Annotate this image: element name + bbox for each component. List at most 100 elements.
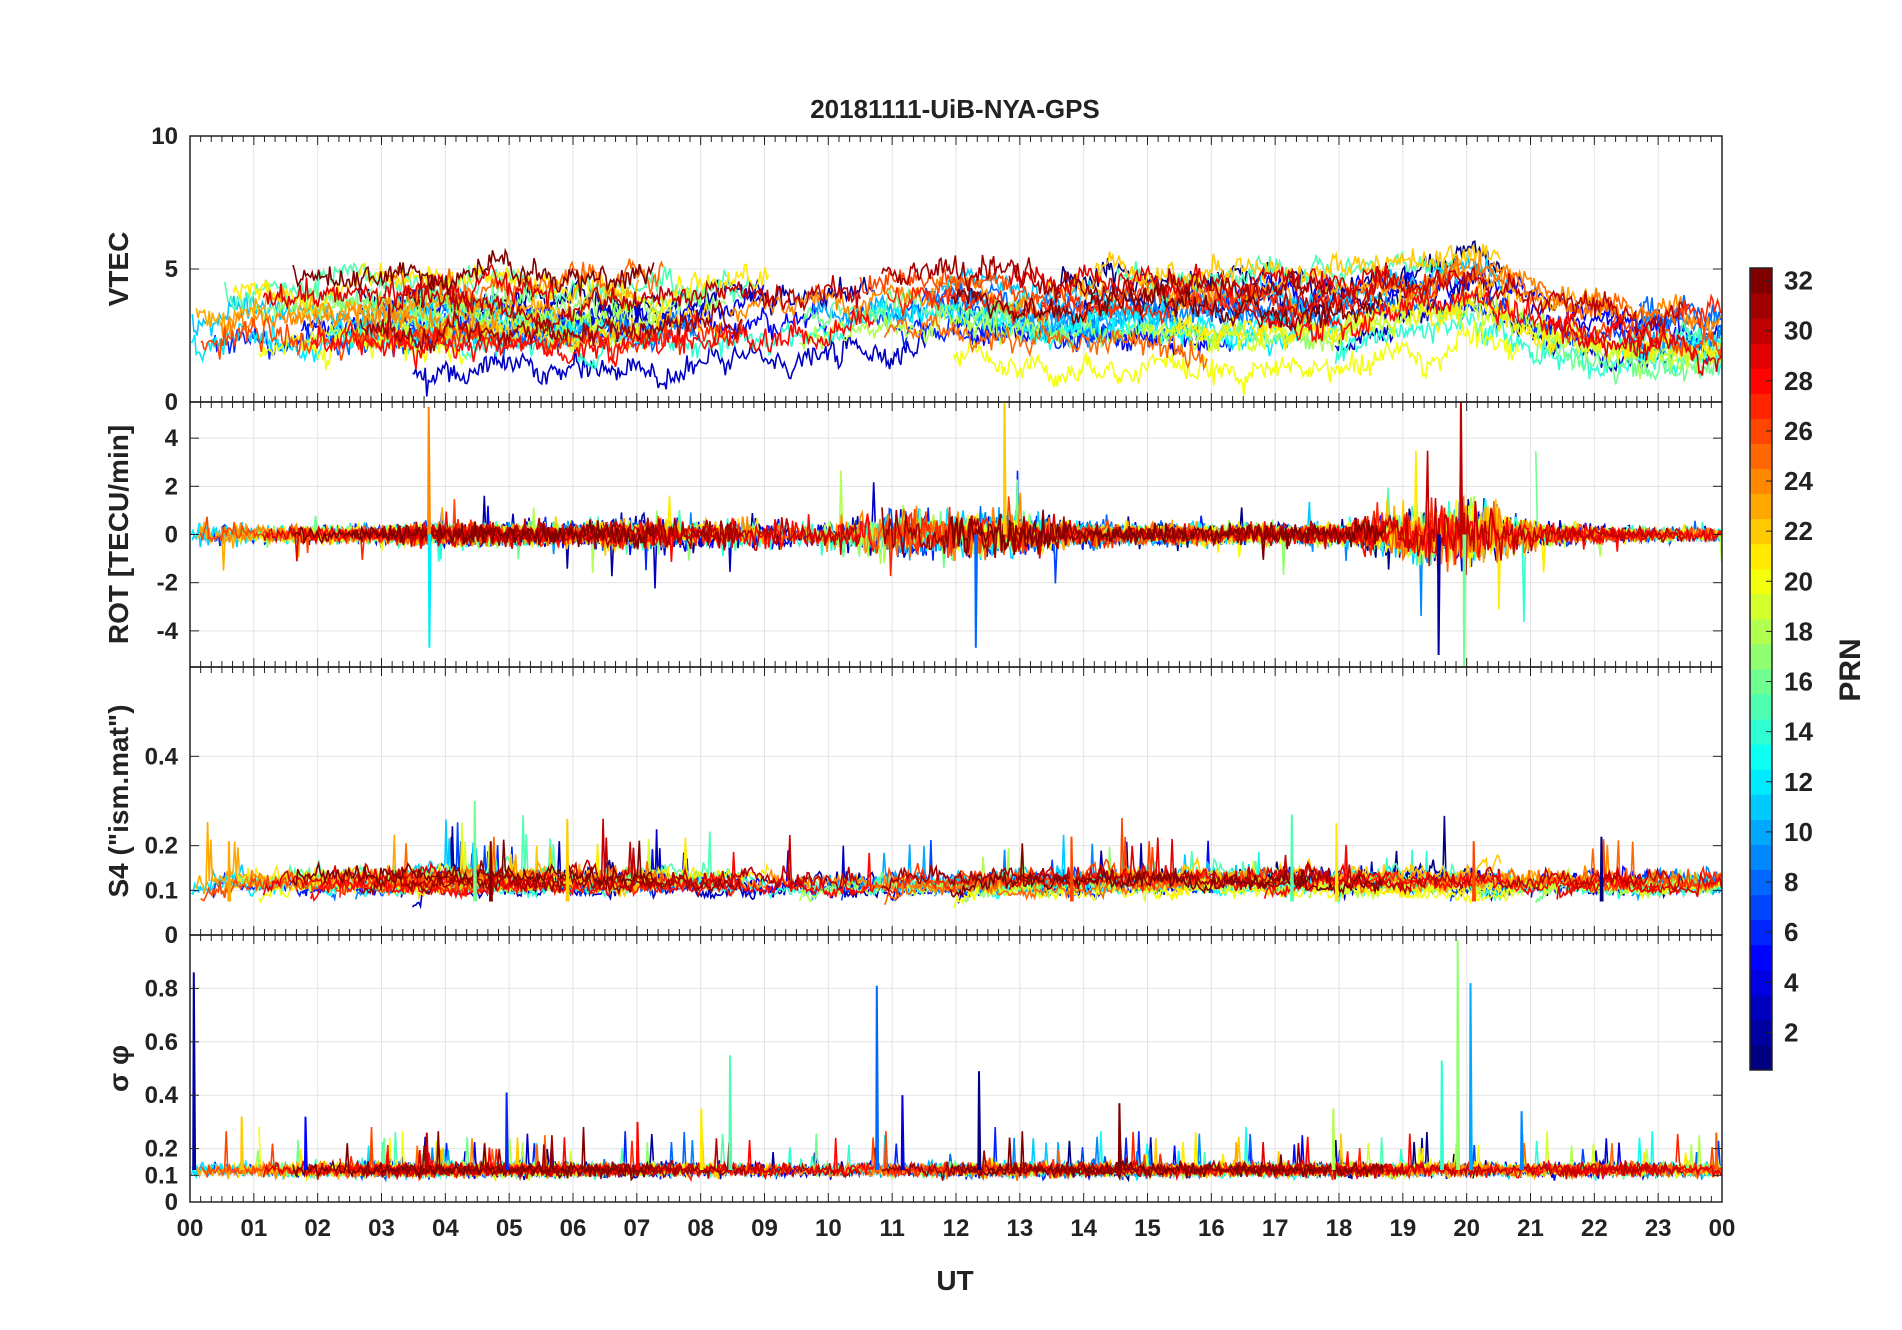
sigma_phi-spike-5 (635, 1121, 640, 1171)
panel-vtec: 0 5 10 VTEC (103, 123, 1723, 416)
s4-spike-6 (1472, 841, 1476, 902)
colorbar-tick-label: 10 (1784, 817, 1813, 847)
vtec-traces (190, 240, 1722, 397)
colorbar-swatch (1750, 268, 1772, 294)
sigma_phi-x-ticks (189, 935, 1723, 1202)
colorbar-swatch (1750, 393, 1772, 419)
x-tick-label: 18 (1326, 1215, 1353, 1242)
x-tick-label: 05 (496, 1215, 523, 1242)
rot-spike-4 (1436, 534, 1441, 656)
sigma_phi-spike-0 (192, 972, 197, 1171)
x-tick-label: 07 (623, 1215, 650, 1242)
vtec-series-prn-27 (1675, 293, 1722, 329)
colorbar-swatch (1750, 969, 1772, 996)
sigma_phi-series-prn-32 (292, 1126, 655, 1182)
colorbar-swatch (1750, 368, 1772, 394)
x-tick-label: 13 (1006, 1215, 1033, 1242)
colorbar-swatch (1750, 769, 1772, 795)
vtec-series-prn-14 (1334, 311, 1722, 380)
sigma_phi-spike-11 (1117, 1103, 1122, 1171)
rot-y-tick-label: 4 (165, 425, 179, 452)
rot-y-tick-label: -2 (157, 570, 178, 597)
colorbar-swatch (1750, 694, 1772, 720)
rot-spike-6 (1462, 534, 1467, 667)
rot-spike-0 (427, 406, 431, 535)
x-tick-label: 22 (1581, 1215, 1608, 1242)
colorbar-swatch (1750, 643, 1772, 670)
rot-spike-1 (427, 534, 432, 648)
sigma_phi-spike-15 (1468, 983, 1473, 1171)
x-tick-label: 01 (240, 1215, 267, 1242)
colorbar-swatch (1750, 744, 1772, 770)
rot-spike-2 (1002, 402, 1007, 535)
vtec-series-prn-28 (1264, 285, 1658, 349)
sigma_phi-y-tick-label: 0.1 (145, 1162, 178, 1189)
s4-spike-4 (1290, 814, 1294, 902)
x-tick-label: 02 (304, 1215, 331, 1242)
sigma_phi-y-tick-label: 0.8 (145, 975, 178, 1002)
x-tick-label: 11 (879, 1215, 904, 1242)
x-tick-label: 17 (1262, 1215, 1289, 1242)
x-tick-label: 06 (560, 1215, 587, 1242)
rot-y-tick-label: -4 (157, 618, 179, 645)
sigma_phi-series-prn-27 (1675, 1133, 1722, 1178)
s4-y-axis-label: S4 ("ism.mat") (103, 704, 134, 897)
colorbar-swatch (1750, 1044, 1772, 1071)
colorbar-swatch (1750, 343, 1772, 369)
x-tick-label: 23 (1645, 1215, 1672, 1242)
colorbar-swatch (1750, 994, 1772, 1021)
sigma_phi-y-tick-label: 0 (165, 1189, 178, 1216)
colorbar-swatch (1750, 418, 1772, 444)
x-tick-label: 14 (1070, 1215, 1097, 1242)
sigma_phi-traces (190, 940, 1722, 1183)
chart-title: 20181111-UiB-NYA-GPS (810, 94, 1100, 124)
colorbar-tick-label: 16 (1784, 667, 1813, 697)
s4-x-ticks (189, 667, 1723, 935)
colorbar-swatch (1750, 944, 1772, 971)
rot-spike-5 (1459, 402, 1464, 535)
colorbar-tick-label: 14 (1784, 717, 1813, 747)
colorbar-swatch (1750, 869, 1772, 896)
rot-series-prn-29 (1556, 525, 1722, 546)
sigma_phi-spike-13 (1440, 1060, 1444, 1171)
vtec-series-prn-31 (881, 254, 1332, 312)
sigma_phi-spike-9 (900, 1095, 905, 1171)
vtec-series-prn-29 (1008, 262, 1390, 305)
colorbar-tick-label: 22 (1784, 516, 1813, 546)
colorbar-swatch (1750, 919, 1772, 946)
colorbar-tick-label: 24 (1784, 466, 1813, 496)
s4-series-prn-30 (1235, 854, 1684, 896)
s4-series-prn-31 (359, 868, 742, 897)
colorbar-tick-label: 2 (1784, 1017, 1798, 1047)
x-tick-label: 00 (1709, 1215, 1736, 1242)
colorbar-swatch (1750, 894, 1772, 921)
vtec-series-prn-27 (886, 270, 1458, 326)
colorbar-tick-label: 12 (1784, 767, 1813, 797)
vtec-y-tick-label: 10 (151, 123, 178, 150)
s4-spike-1 (489, 841, 493, 902)
x-tick-label: 19 (1389, 1215, 1416, 1242)
s4-spike-2 (565, 818, 570, 902)
colorbar-swatch (1750, 468, 1772, 495)
vtec-y-ticks: 0 5 10 (151, 123, 1722, 416)
sigma_phi-spike-1 (240, 1116, 244, 1171)
vtec-x-ticks (189, 136, 1723, 402)
colorbar-frame (1749, 267, 1773, 1071)
vtec-series-prn-21 (1171, 289, 1722, 364)
rot-y-axis-label: ROT [TECU/min] (103, 425, 134, 644)
x-tick-labels: 00 01 02 03 04 05 06 07 08 09 10 11 12 13 14 15 16 17 18 19… (177, 1215, 1736, 1242)
x-tick-label: 00 (177, 1215, 204, 1242)
vtec-series-prn-20 (952, 320, 1520, 396)
rot-x-ticks (189, 402, 1723, 667)
colorbar-swatch (1750, 543, 1772, 570)
colorbar-swatch (1750, 443, 1772, 469)
x-tick-label: 21 (1517, 1215, 1544, 1242)
s4-y-ticks: 0 0.1 0.2 0.4 (145, 743, 1722, 949)
rot-series-prn-30 (1235, 450, 1684, 576)
colorbar-swatch (1750, 568, 1772, 595)
rot-series-prn-32 (292, 520, 655, 550)
vtec-series-prn-28 (310, 309, 875, 370)
colorbar-swatch (1750, 618, 1772, 645)
x-tick-label: 03 (368, 1215, 395, 1242)
s4-spike-5 (1334, 823, 1339, 902)
